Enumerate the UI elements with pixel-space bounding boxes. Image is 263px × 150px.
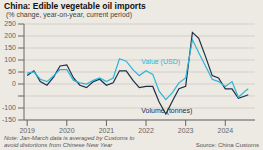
svg-text:0: 0 — [12, 80, 16, 87]
html-text:Note: Jan-March data is averag: Note: Jan-March data is averaged by Cust… — [4, 135, 135, 141]
html-text:avoid distortions from Chinese: avoid distortions from Chinese New Year — [4, 142, 113, 148]
svg-text:Volume (tonnes): Volume (tonnes) — [141, 107, 192, 115]
svg-text:-100: -100 — [8, 104, 16, 111]
svg-text:250: 250 — [8, 20, 16, 27]
svg-text:50: 50 — [8, 68, 16, 75]
svg-text:200: 200 — [8, 32, 16, 39]
svg-text:2021: 2021 — [99, 127, 115, 134]
html-text:China: Edible vegetable oil im: China: Edible vegetable oil imports — [4, 1, 146, 11]
svg-text:-150: -150 — [8, 116, 16, 123]
svg-text:150: 150 — [8, 44, 16, 51]
svg-text:100: 100 — [8, 56, 16, 63]
svg-text:2023: 2023 — [178, 127, 194, 134]
html-text:(% change, year-on-year, curre: (% change, year-on-year, current period) — [4, 11, 132, 18]
svg-text:2024: 2024 — [217, 127, 233, 134]
svg-text:2020: 2020 — [59, 127, 75, 134]
svg-text:Value (USD): Value (USD) — [141, 58, 180, 66]
svg-text:2022: 2022 — [138, 127, 154, 134]
html-text:Source: China Customs: Source: China Customs — [195, 142, 259, 148]
svg-text:2019: 2019 — [19, 127, 35, 134]
